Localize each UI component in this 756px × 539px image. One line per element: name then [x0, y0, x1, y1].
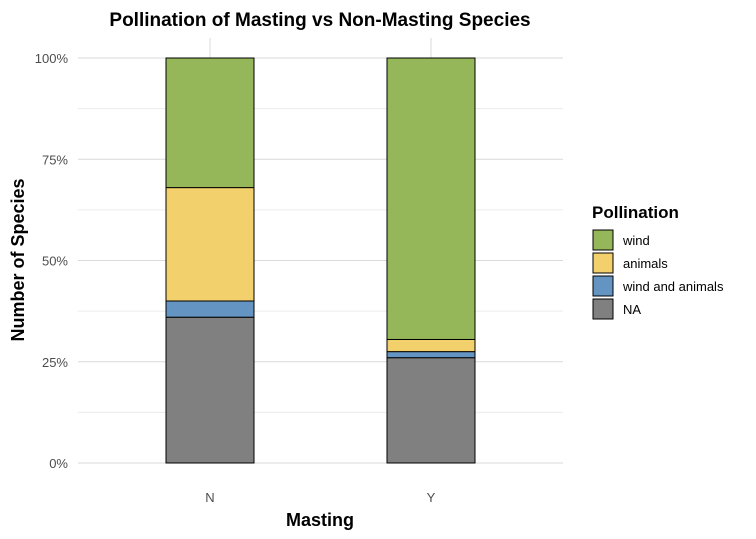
legend-swatch-NA: [592, 298, 614, 320]
legend-swatch-wind: [592, 229, 614, 251]
legend: Pollination wind animals wind and animals N…: [592, 203, 724, 320]
x-tick-label: N: [205, 490, 214, 505]
legend-label-animals: animals: [623, 256, 668, 271]
bar-segment-N-NA: [165, 316, 255, 464]
legend-swatch-animals: [592, 252, 614, 274]
bar-segment-Y-animals: [386, 338, 476, 353]
legend-label-wind-and-animals: wind and animals: [622, 279, 724, 294]
x-axis-title: Masting: [286, 510, 354, 530]
y-axis-title: Number of Species: [8, 178, 28, 341]
bars: [165, 57, 476, 464]
chart-title: Pollination of Masting vs Non-Masting Sp…: [109, 10, 530, 31]
y-tick-label: 50%: [42, 254, 68, 269]
bar-segment-Y-wind: [386, 57, 476, 340]
bar-segment-N-wind-and-animals: [165, 300, 255, 318]
legend-swatch-wind-and-animals: [592, 275, 614, 297]
legend-title: Pollination: [592, 203, 679, 222]
gridlines: [78, 38, 563, 464]
bar-segment-N-wind: [165, 57, 255, 189]
bar-segment-N-animals: [165, 187, 255, 302]
y-tick-label: 0%: [49, 456, 68, 471]
legend-label-wind: wind: [622, 233, 650, 248]
y-tick-label: 100%: [35, 51, 69, 66]
y-tick-label: 25%: [42, 355, 68, 370]
x-tick-label: Y: [427, 490, 436, 505]
bar-segment-Y-NA: [386, 357, 476, 464]
y-tick-label: 75%: [42, 152, 68, 167]
y-axis-ticks: 0% 25% 50% 75% 100%: [35, 51, 69, 471]
bar-segment-Y-wind-and-animals: [386, 351, 476, 359]
legend-label-NA: NA: [623, 302, 641, 317]
